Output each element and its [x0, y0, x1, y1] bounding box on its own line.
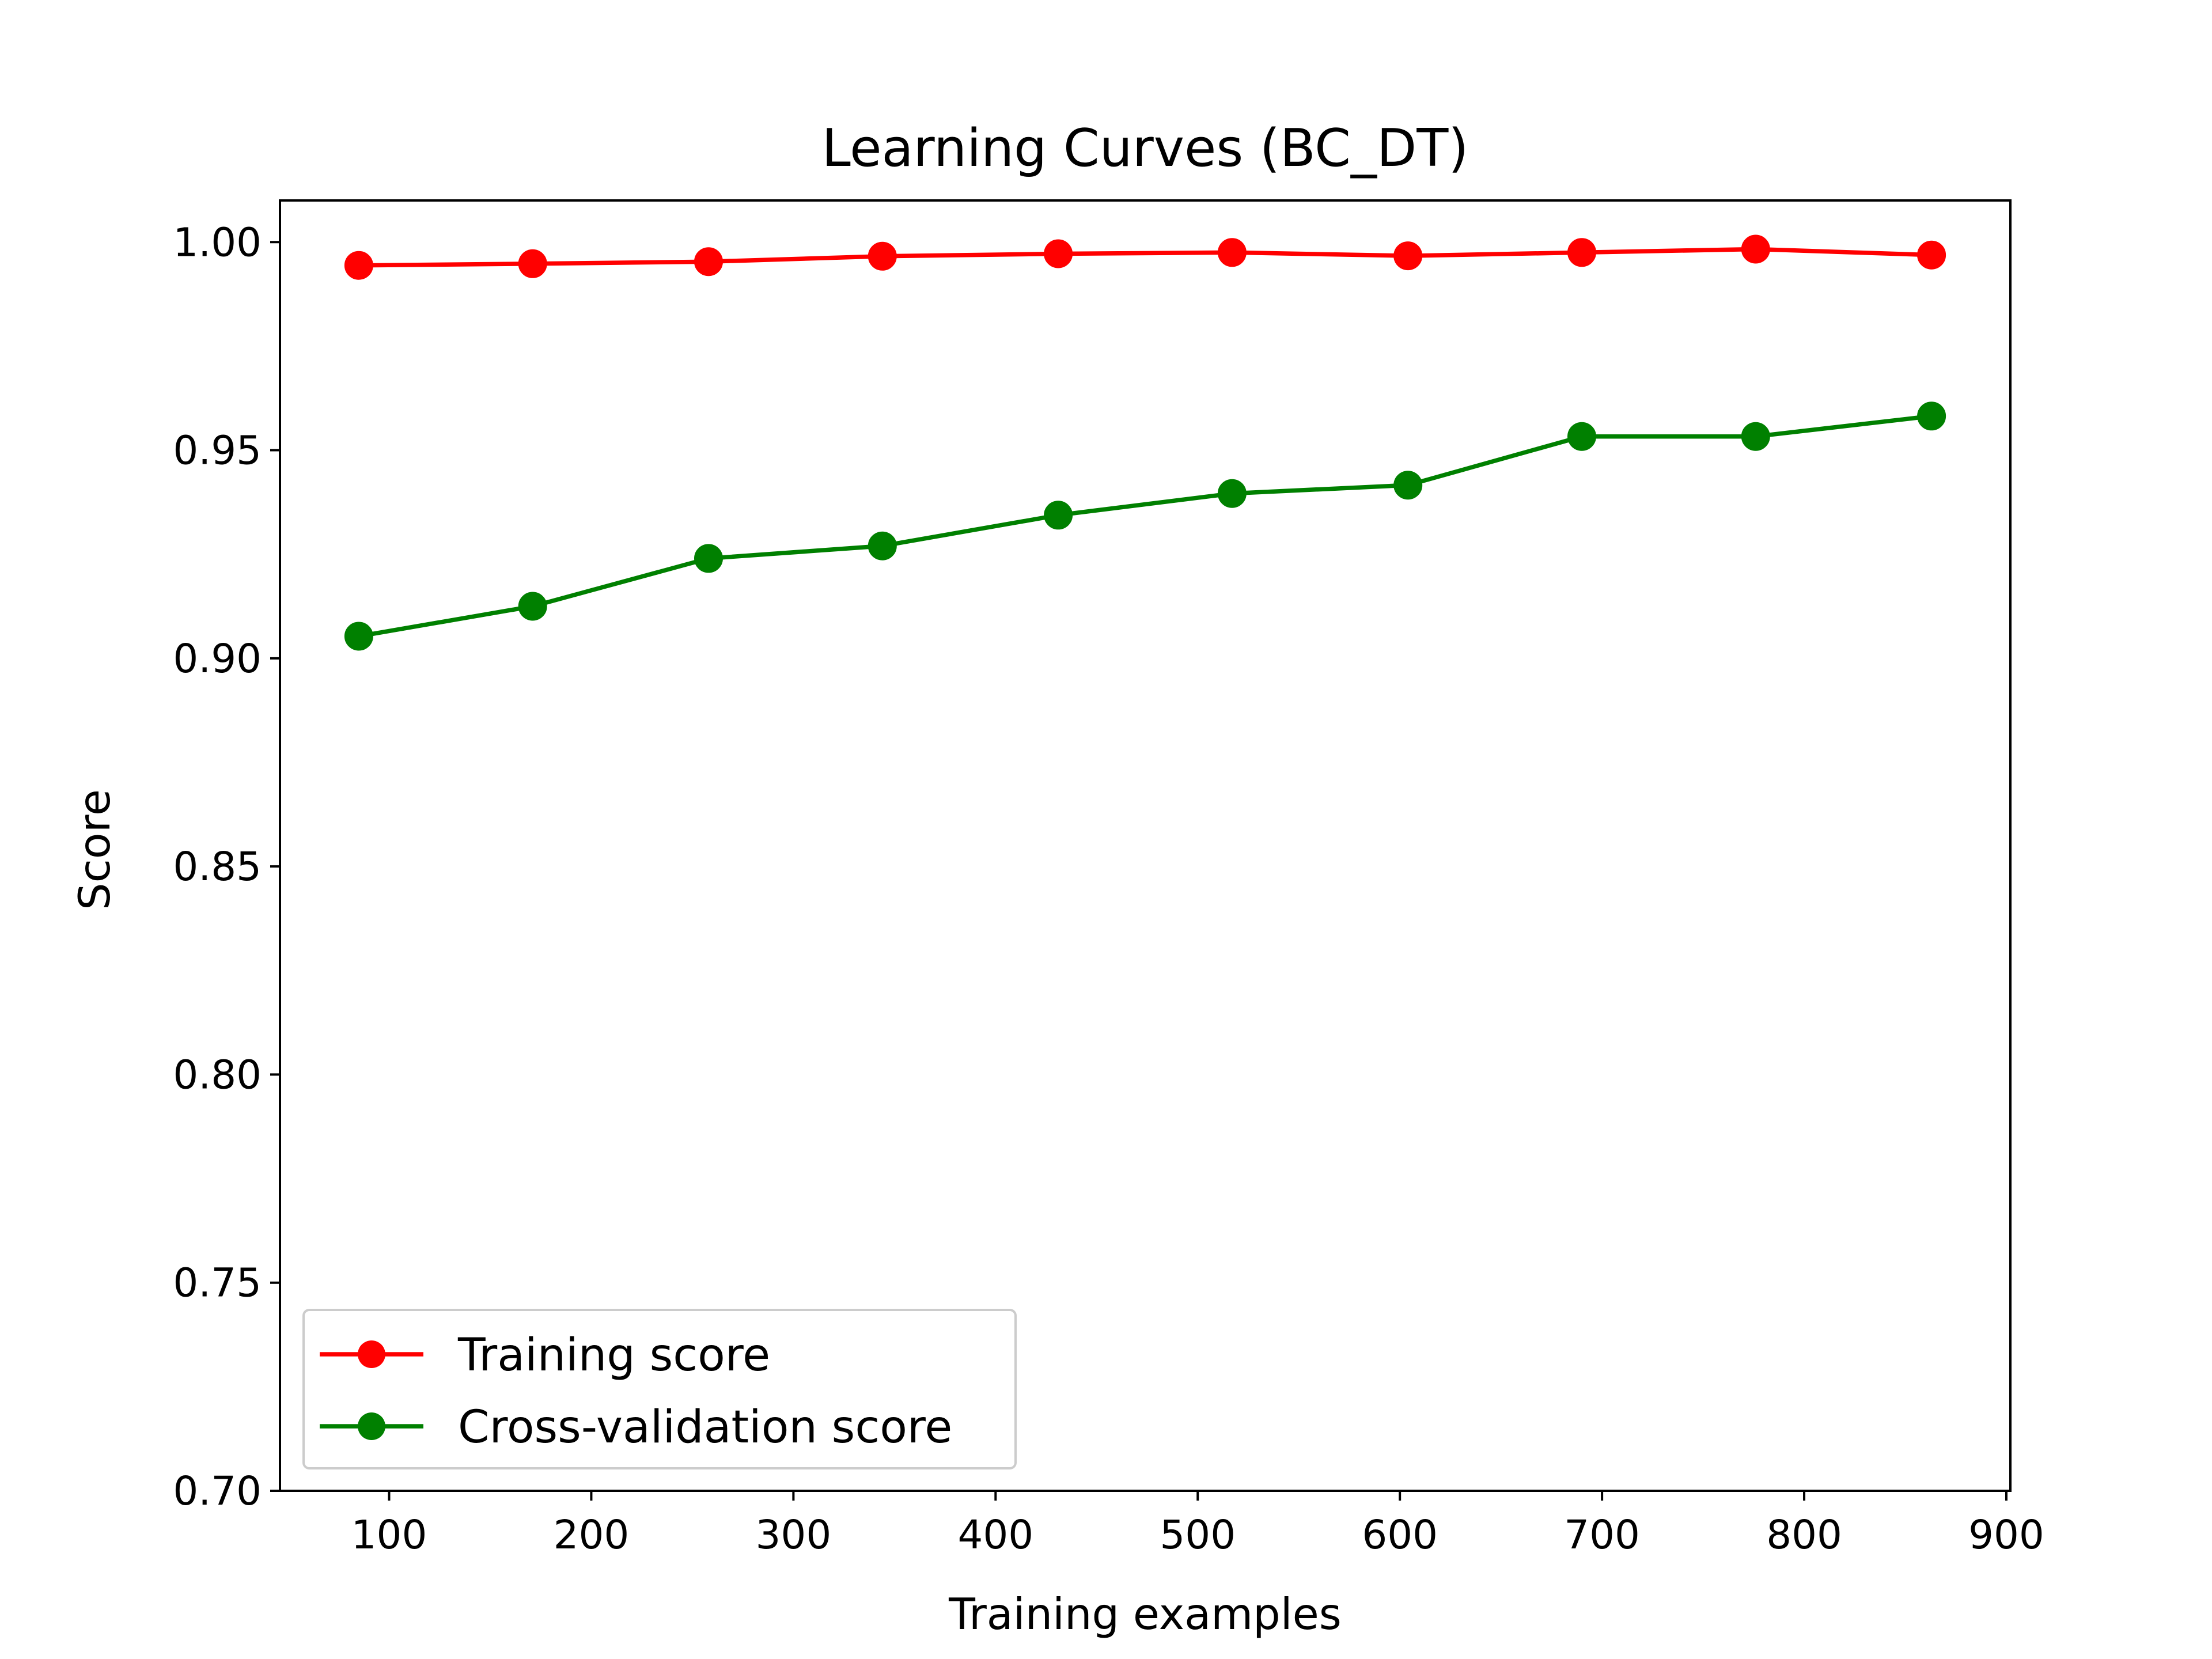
y-tick-label: 0.75	[173, 1260, 262, 1306]
x-tick-label: 700	[1564, 1512, 1640, 1558]
data-point	[1044, 239, 1073, 268]
data-point	[1741, 422, 1770, 451]
data-point	[1217, 238, 1247, 267]
y-tick-label: 0.95	[173, 428, 262, 474]
legend-marker	[358, 1412, 385, 1440]
x-tick-label: 800	[1766, 1512, 1842, 1558]
x-tick-label: 400	[957, 1512, 1033, 1558]
data-point	[1917, 402, 1946, 431]
y-tick-label: 0.70	[173, 1468, 262, 1514]
legend-entry-1: Cross-validation score	[320, 1402, 952, 1453]
data-point	[868, 241, 897, 271]
y-tick-label: 0.80	[173, 1052, 262, 1098]
legend-label: Cross-validation score	[458, 1402, 952, 1453]
data-point	[1393, 241, 1423, 271]
data-point	[344, 622, 373, 651]
x-tick-label: 900	[1968, 1512, 2044, 1558]
series-0	[344, 234, 1946, 280]
data-point	[868, 531, 897, 560]
y-tick-label: 1.00	[173, 219, 262, 266]
data-point	[1044, 501, 1073, 530]
plot-area: 100 200 300 400 500 600 700 800 900 0.70 0.75 0.80 0…	[173, 199, 2044, 1558]
data-point	[1917, 240, 1946, 270]
legend-marker	[358, 1340, 385, 1368]
chart-title: Learning Curves (BC_DT)	[822, 118, 1469, 179]
x-tick-label: 300	[756, 1512, 832, 1558]
data-point	[1567, 238, 1596, 267]
data-point	[1217, 479, 1247, 508]
y-tick-label: 0.85	[173, 844, 262, 890]
series-1	[344, 402, 1946, 651]
legend-entry-0: Training score	[320, 1330, 770, 1381]
data-point	[1393, 471, 1423, 500]
y-tick-label: 0.90	[173, 636, 262, 682]
data-point	[518, 249, 547, 278]
data-point	[694, 544, 723, 573]
legend-label: Training score	[457, 1330, 770, 1381]
legend-box	[302, 1309, 1017, 1469]
data-point	[518, 592, 547, 621]
x-tick-label: 600	[1362, 1512, 1438, 1558]
x-axis-label: Training examples	[948, 1589, 1342, 1639]
x-tick-label: 500	[1160, 1512, 1236, 1558]
data-point	[1567, 422, 1596, 451]
data-point	[1741, 234, 1770, 264]
axes-frame	[279, 199, 2012, 1492]
y-axis-label: Score	[69, 789, 120, 910]
x-tick-label: 200	[554, 1512, 630, 1558]
data-point	[694, 247, 723, 276]
series-line-0	[357, 247, 1934, 268]
series-line-1	[356, 414, 1934, 639]
data-point	[344, 251, 373, 280]
legend: Training score Cross-validation score	[302, 1309, 1017, 1469]
x-tick-label: 100	[351, 1512, 427, 1558]
